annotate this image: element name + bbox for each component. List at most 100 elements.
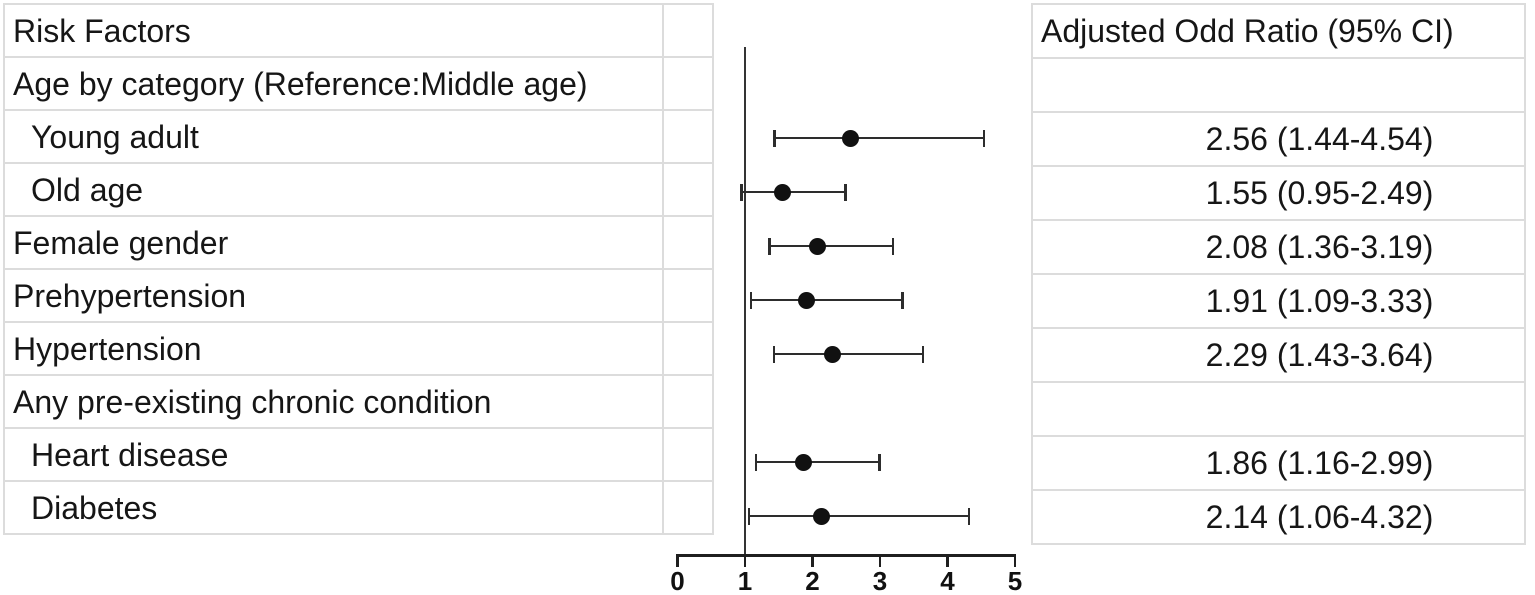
point-estimate-dot (797, 291, 815, 309)
point-estimate-dot (823, 345, 841, 363)
ci-cap-low (768, 237, 771, 255)
odds-ratio-table: Adjusted Odd Ratio (95% CI) 2.56 (1.44-4… (1031, 3, 1526, 545)
point-estimate-dot (794, 453, 812, 471)
risk-factor-label: Any pre-existing chronic condition (13, 383, 492, 420)
risk-factor-cell: Old age (5, 164, 664, 215)
ci-cap-low (773, 129, 776, 147)
odds-ratio-row: 2.14 (1.06-4.32) (1033, 491, 1524, 545)
ci-line (755, 460, 880, 464)
point-estimate-dot (809, 237, 827, 255)
odds-ratio-value: 2.14 (1.06-4.32) (1205, 499, 1434, 535)
odds-ratio-row (1033, 383, 1524, 437)
table-header-row: Risk Factors (5, 5, 712, 58)
risk-factor-label: Female gender (13, 224, 229, 261)
point-estimate-dot (773, 183, 791, 201)
odds-ratio-value: 1.55 (0.95-2.49) (1205, 175, 1434, 211)
x-axis-tick-label: 0 (670, 566, 685, 595)
ci-line (741, 190, 846, 194)
odds-ratio-value: 1.86 (1.16-2.99) (1205, 445, 1434, 481)
point-estimate-dot (813, 507, 831, 525)
odds-ratio-cell: 2.29 (1.43-3.64) (1033, 329, 1524, 381)
odds-ratio-value: 1.91 (1.09-3.33) (1205, 283, 1434, 319)
odds-ratio-cell: 1.55 (0.95-2.49) (1033, 167, 1524, 219)
ci-cap-low (747, 507, 751, 525)
odds-ratio-row: 1.91 (1.09-3.33) (1033, 275, 1524, 329)
x-axis-line (676, 554, 1017, 557)
risk-factor-cell: Young adult (5, 111, 664, 162)
risk-factor-row: Age by category (Reference:Middle age) (5, 58, 712, 111)
risk-factor-row: Prehypertension (5, 270, 712, 323)
ci-cap-low (772, 345, 776, 363)
ci-line (749, 514, 970, 518)
point-estimate-dot (841, 129, 859, 147)
odds-ratio-value: 2.29 (1.43-3.64) (1205, 337, 1434, 373)
x-axis-tick-label: 4 (940, 566, 955, 595)
x-axis-tick-label: 1 (737, 566, 753, 595)
table-header-row: Adjusted Odd Ratio (95% CI) (1033, 5, 1524, 59)
reference-line (743, 47, 747, 557)
odds-ratio-cell: 2.08 (1.36-3.19) (1033, 221, 1524, 273)
risk-factor-label: Diabetes (31, 489, 158, 526)
ci-cap-high (921, 345, 925, 363)
risk-factors-header-label: Risk Factors (13, 12, 191, 49)
risk-factors-table: Risk Factors Age by category (Reference:… (3, 3, 714, 535)
risk-factor-label: Hypertension (13, 330, 202, 367)
risk-factor-row: Any pre-existing chronic condition (5, 376, 712, 429)
risk-factor-cell: Age by category (Reference:Middle age) (5, 58, 664, 109)
ci-cap-high (967, 507, 971, 525)
risk-factor-cell: Prehypertension (5, 270, 664, 321)
ci-cap-low (740, 183, 743, 201)
risk-factor-label: Prehypertension (13, 277, 247, 314)
odds-ratio-row: 2.56 (1.44-4.54) (1033, 113, 1524, 167)
ci-cap-high (900, 291, 904, 309)
risk-factor-row: Old age (5, 164, 712, 217)
risk-factor-cell: Diabetes (5, 482, 664, 533)
odds-ratio-value: 2.08 (1.36-3.19) (1205, 229, 1434, 265)
odds-ratio-header-label: Adjusted Odd Ratio (95% CI) (1041, 13, 1454, 49)
risk-factor-cell: Heart disease (5, 429, 664, 480)
ci-line (774, 136, 984, 140)
x-axis-tick (1013, 556, 1017, 567)
ci-line (751, 298, 903, 302)
ci-cap-high (982, 129, 986, 147)
risk-factor-label: Heart disease (31, 436, 229, 473)
odds-ratio-row (1033, 59, 1524, 113)
risk-factor-row: Female gender (5, 217, 712, 270)
odds-ratio-row: 2.08 (1.36-3.19) (1033, 221, 1524, 275)
x-axis-tick (946, 556, 949, 567)
odds-ratio-row: 1.86 (1.16-2.99) (1033, 437, 1524, 491)
risk-factor-cell: Female gender (5, 217, 664, 268)
risk-factor-label: Age by category (Reference:Middle age) (13, 65, 588, 102)
odds-ratio-row: 2.29 (1.43-3.64) (1033, 329, 1524, 383)
x-axis-tick-label: 3 (872, 566, 888, 595)
x-axis-tick (743, 556, 747, 567)
risk-factor-row: Young adult (5, 111, 712, 164)
risk-factor-row: Diabetes (5, 482, 712, 535)
odds-ratio-cell: 1.86 (1.16-2.99) (1033, 437, 1524, 489)
ci-cap-high (844, 183, 847, 201)
odds-ratio-row: 1.55 (0.95-2.49) (1033, 167, 1524, 221)
risk-factor-row: Heart disease (5, 429, 712, 482)
x-axis-tick-label: 5 (1007, 566, 1023, 595)
ci-line (774, 352, 924, 356)
risk-factor-label: Old age (31, 171, 144, 208)
ci-line (769, 244, 893, 248)
x-axis-tick (878, 556, 882, 567)
odds-ratio-cell: 1.91 (1.09-3.33) (1033, 275, 1524, 327)
ci-cap-high (878, 453, 881, 471)
risk-factor-cell: Any pre-existing chronic condition (5, 376, 664, 427)
x-axis-tick (676, 556, 679, 567)
ci-cap-low (754, 453, 758, 471)
risk-factor-cell: Hypertension (5, 323, 664, 374)
ci-cap-low (749, 291, 753, 309)
odds-ratio-cell: 2.14 (1.06-4.32) (1033, 491, 1524, 543)
risk-factor-row: Hypertension (5, 323, 712, 376)
x-axis-tick (811, 556, 814, 567)
odds-ratio-value: 2.56 (1.44-4.54) (1205, 121, 1434, 157)
risk-factor-label: Young adult (31, 118, 199, 155)
x-axis-tick-label: 2 (805, 566, 820, 595)
odds-ratio-cell: 2.56 (1.44-4.54) (1033, 113, 1524, 165)
ci-cap-high (891, 237, 895, 255)
